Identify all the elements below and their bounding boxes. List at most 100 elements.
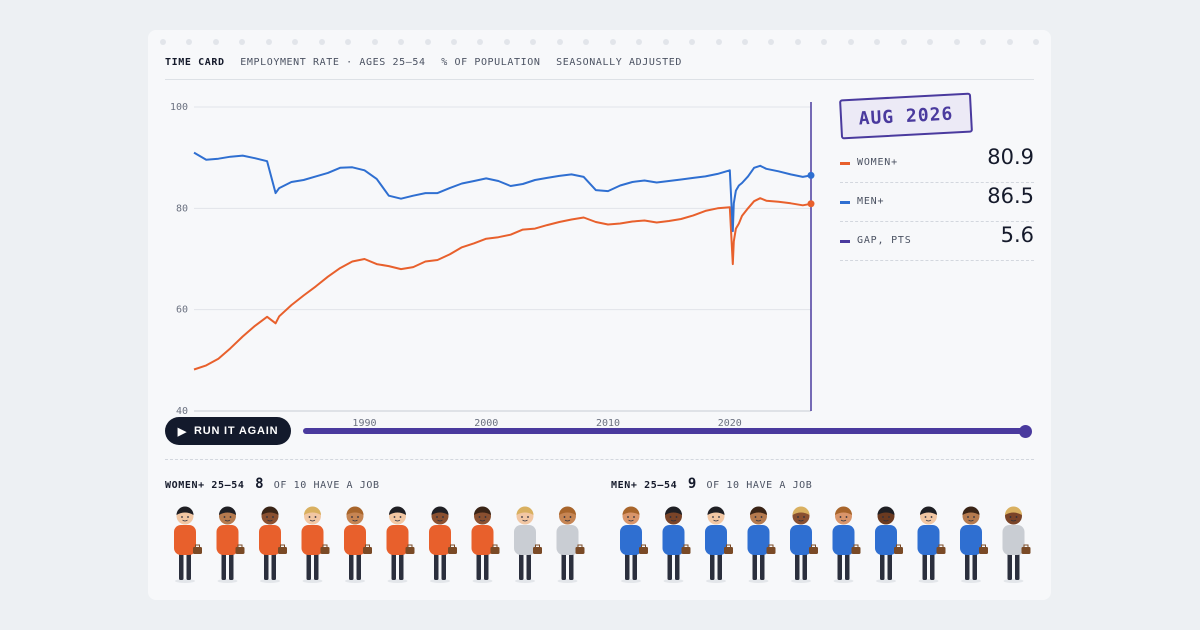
series-line-women bbox=[193, 197, 812, 371]
women-person-figure bbox=[471, 506, 500, 583]
x-tick-label: 2020 bbox=[718, 418, 742, 429]
briefcase-icon bbox=[809, 544, 818, 554]
briefcase-icon bbox=[575, 544, 585, 554]
briefcase-icon bbox=[405, 544, 415, 554]
series-endpoint-women bbox=[807, 200, 815, 208]
punch-hole bbox=[318, 39, 325, 45]
punch-hole bbox=[212, 39, 219, 45]
men-person-figure bbox=[1002, 506, 1031, 583]
timeline-progress-bar[interactable] bbox=[303, 428, 1025, 434]
x-tick-label: 1990 bbox=[352, 418, 376, 429]
legend-label-women: WOMEN+ bbox=[857, 157, 898, 168]
punch-hole bbox=[398, 39, 405, 45]
adjustment-label: SEASONALLY ADJUSTED bbox=[556, 57, 682, 68]
y-tick-label: 80 bbox=[176, 203, 188, 214]
women-swatch bbox=[840, 162, 850, 165]
punch-hole bbox=[503, 39, 510, 45]
men-person-figure bbox=[747, 506, 776, 583]
briefcase-icon bbox=[851, 544, 861, 554]
briefcase-icon bbox=[533, 544, 542, 554]
men-person-figure bbox=[875, 506, 903, 583]
punch-hole bbox=[345, 39, 352, 45]
line-chart: 40608010019801990200020102020 bbox=[170, 102, 815, 429]
punch-hole bbox=[662, 39, 669, 45]
women-group-title: WOMEN+ 25–54 bbox=[165, 480, 245, 491]
briefcase-icon bbox=[766, 544, 776, 554]
run-again-label: RUN IT AGAIN bbox=[193, 425, 279, 437]
women-person-figure bbox=[216, 506, 245, 583]
chart-subtitle: EMPLOYMENT RATE · AGES 25–54 bbox=[240, 57, 426, 68]
men-person-figure bbox=[620, 506, 648, 583]
punch-hole bbox=[265, 39, 272, 45]
punch-hole bbox=[794, 39, 801, 45]
punch-hole bbox=[371, 39, 378, 45]
men-person-figure bbox=[960, 506, 988, 583]
briefcase-icon bbox=[448, 544, 457, 554]
legend-label-gap: GAP, PTS bbox=[857, 235, 912, 246]
women-person-figure bbox=[344, 506, 372, 583]
men-employed-count: 9 bbox=[687, 476, 697, 492]
timeline-scrubber-handle[interactable] bbox=[1019, 425, 1032, 438]
women-group-header: WOMEN+ 25–54 8 OF 10 HAVE A JOB bbox=[165, 476, 380, 492]
briefcase-icon bbox=[639, 544, 648, 554]
chart-title: TIME CARD bbox=[165, 57, 225, 68]
punch-hole bbox=[874, 39, 881, 45]
briefcase-icon bbox=[320, 544, 330, 554]
legend-row-women: WOMEN+ 80.9 bbox=[840, 144, 1034, 183]
women-employed-count: 8 bbox=[255, 476, 265, 492]
men-group-title: MEN+ 25–54 bbox=[611, 480, 678, 491]
women-person-figure bbox=[259, 506, 287, 583]
punch-hole bbox=[292, 39, 299, 45]
punch-hole bbox=[160, 39, 166, 45]
punch-hole bbox=[424, 39, 431, 45]
chart-header: TIME CARD EMPLOYMENT RATE · AGES 25–54 %… bbox=[165, 57, 1034, 80]
women-person-figure bbox=[301, 506, 330, 583]
punch-hole bbox=[477, 39, 484, 45]
time-card: TIME CARD EMPLOYMENT RATE · AGES 25–54 %… bbox=[148, 30, 1051, 600]
punch-hole bbox=[953, 39, 960, 45]
punch-hole bbox=[556, 39, 563, 45]
punch-hole bbox=[980, 39, 987, 45]
women-person-figure bbox=[429, 506, 457, 583]
briefcase-icon bbox=[490, 544, 500, 554]
men-person-figure bbox=[790, 506, 818, 583]
men-person-figure bbox=[832, 506, 861, 583]
briefcase-icon bbox=[193, 544, 202, 554]
men-group-text: OF 10 HAVE A JOB bbox=[706, 480, 813, 491]
punch-hole bbox=[741, 39, 748, 45]
punch-hole bbox=[715, 39, 722, 45]
briefcase-icon bbox=[979, 544, 988, 554]
punch-hole bbox=[689, 39, 696, 45]
punch-hole bbox=[239, 39, 246, 45]
punch-hole bbox=[450, 39, 457, 45]
women-person-figure bbox=[514, 506, 542, 583]
briefcase-icon bbox=[936, 544, 946, 554]
women-person-figure bbox=[174, 506, 202, 583]
legend-value-men: 86.5 bbox=[987, 184, 1034, 208]
punch-hole bbox=[636, 39, 643, 45]
series-endpoint-men bbox=[807, 171, 815, 179]
unit-label: % OF POPULATION bbox=[441, 57, 541, 68]
punch-hole bbox=[583, 39, 590, 45]
run-again-button[interactable]: ▶ RUN IT AGAIN bbox=[165, 417, 291, 445]
punch-hole bbox=[530, 39, 537, 45]
x-tick-label: 2000 bbox=[474, 418, 498, 429]
punch-hole bbox=[1006, 39, 1013, 45]
briefcase-icon bbox=[278, 544, 287, 554]
punch-hole bbox=[927, 39, 934, 45]
briefcase-icon bbox=[363, 544, 372, 554]
women-person-figure bbox=[386, 506, 415, 583]
punch-hole bbox=[821, 39, 828, 45]
legend-value-gap: 5.6 bbox=[1000, 223, 1034, 247]
gap-swatch bbox=[840, 240, 850, 243]
men-figures bbox=[620, 506, 1031, 583]
legend-row-gap: GAP, PTS 5.6 bbox=[840, 222, 1034, 261]
briefcase-icon bbox=[1021, 544, 1031, 554]
punch-hole bbox=[609, 39, 616, 45]
women-person-figure bbox=[556, 506, 585, 583]
y-tick-label: 100 bbox=[170, 102, 188, 113]
legend-value-women: 80.9 bbox=[987, 145, 1034, 169]
y-tick-label: 60 bbox=[176, 305, 188, 316]
y-tick-label: 40 bbox=[176, 406, 188, 417]
men-person-figure bbox=[917, 506, 946, 583]
